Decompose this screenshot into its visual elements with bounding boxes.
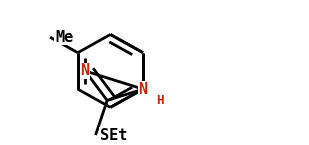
Text: SEt: SEt [99,128,127,143]
Text: Me: Me [55,30,73,45]
Text: N: N [138,82,148,97]
Text: N: N [81,63,90,78]
Text: H: H [156,94,163,107]
